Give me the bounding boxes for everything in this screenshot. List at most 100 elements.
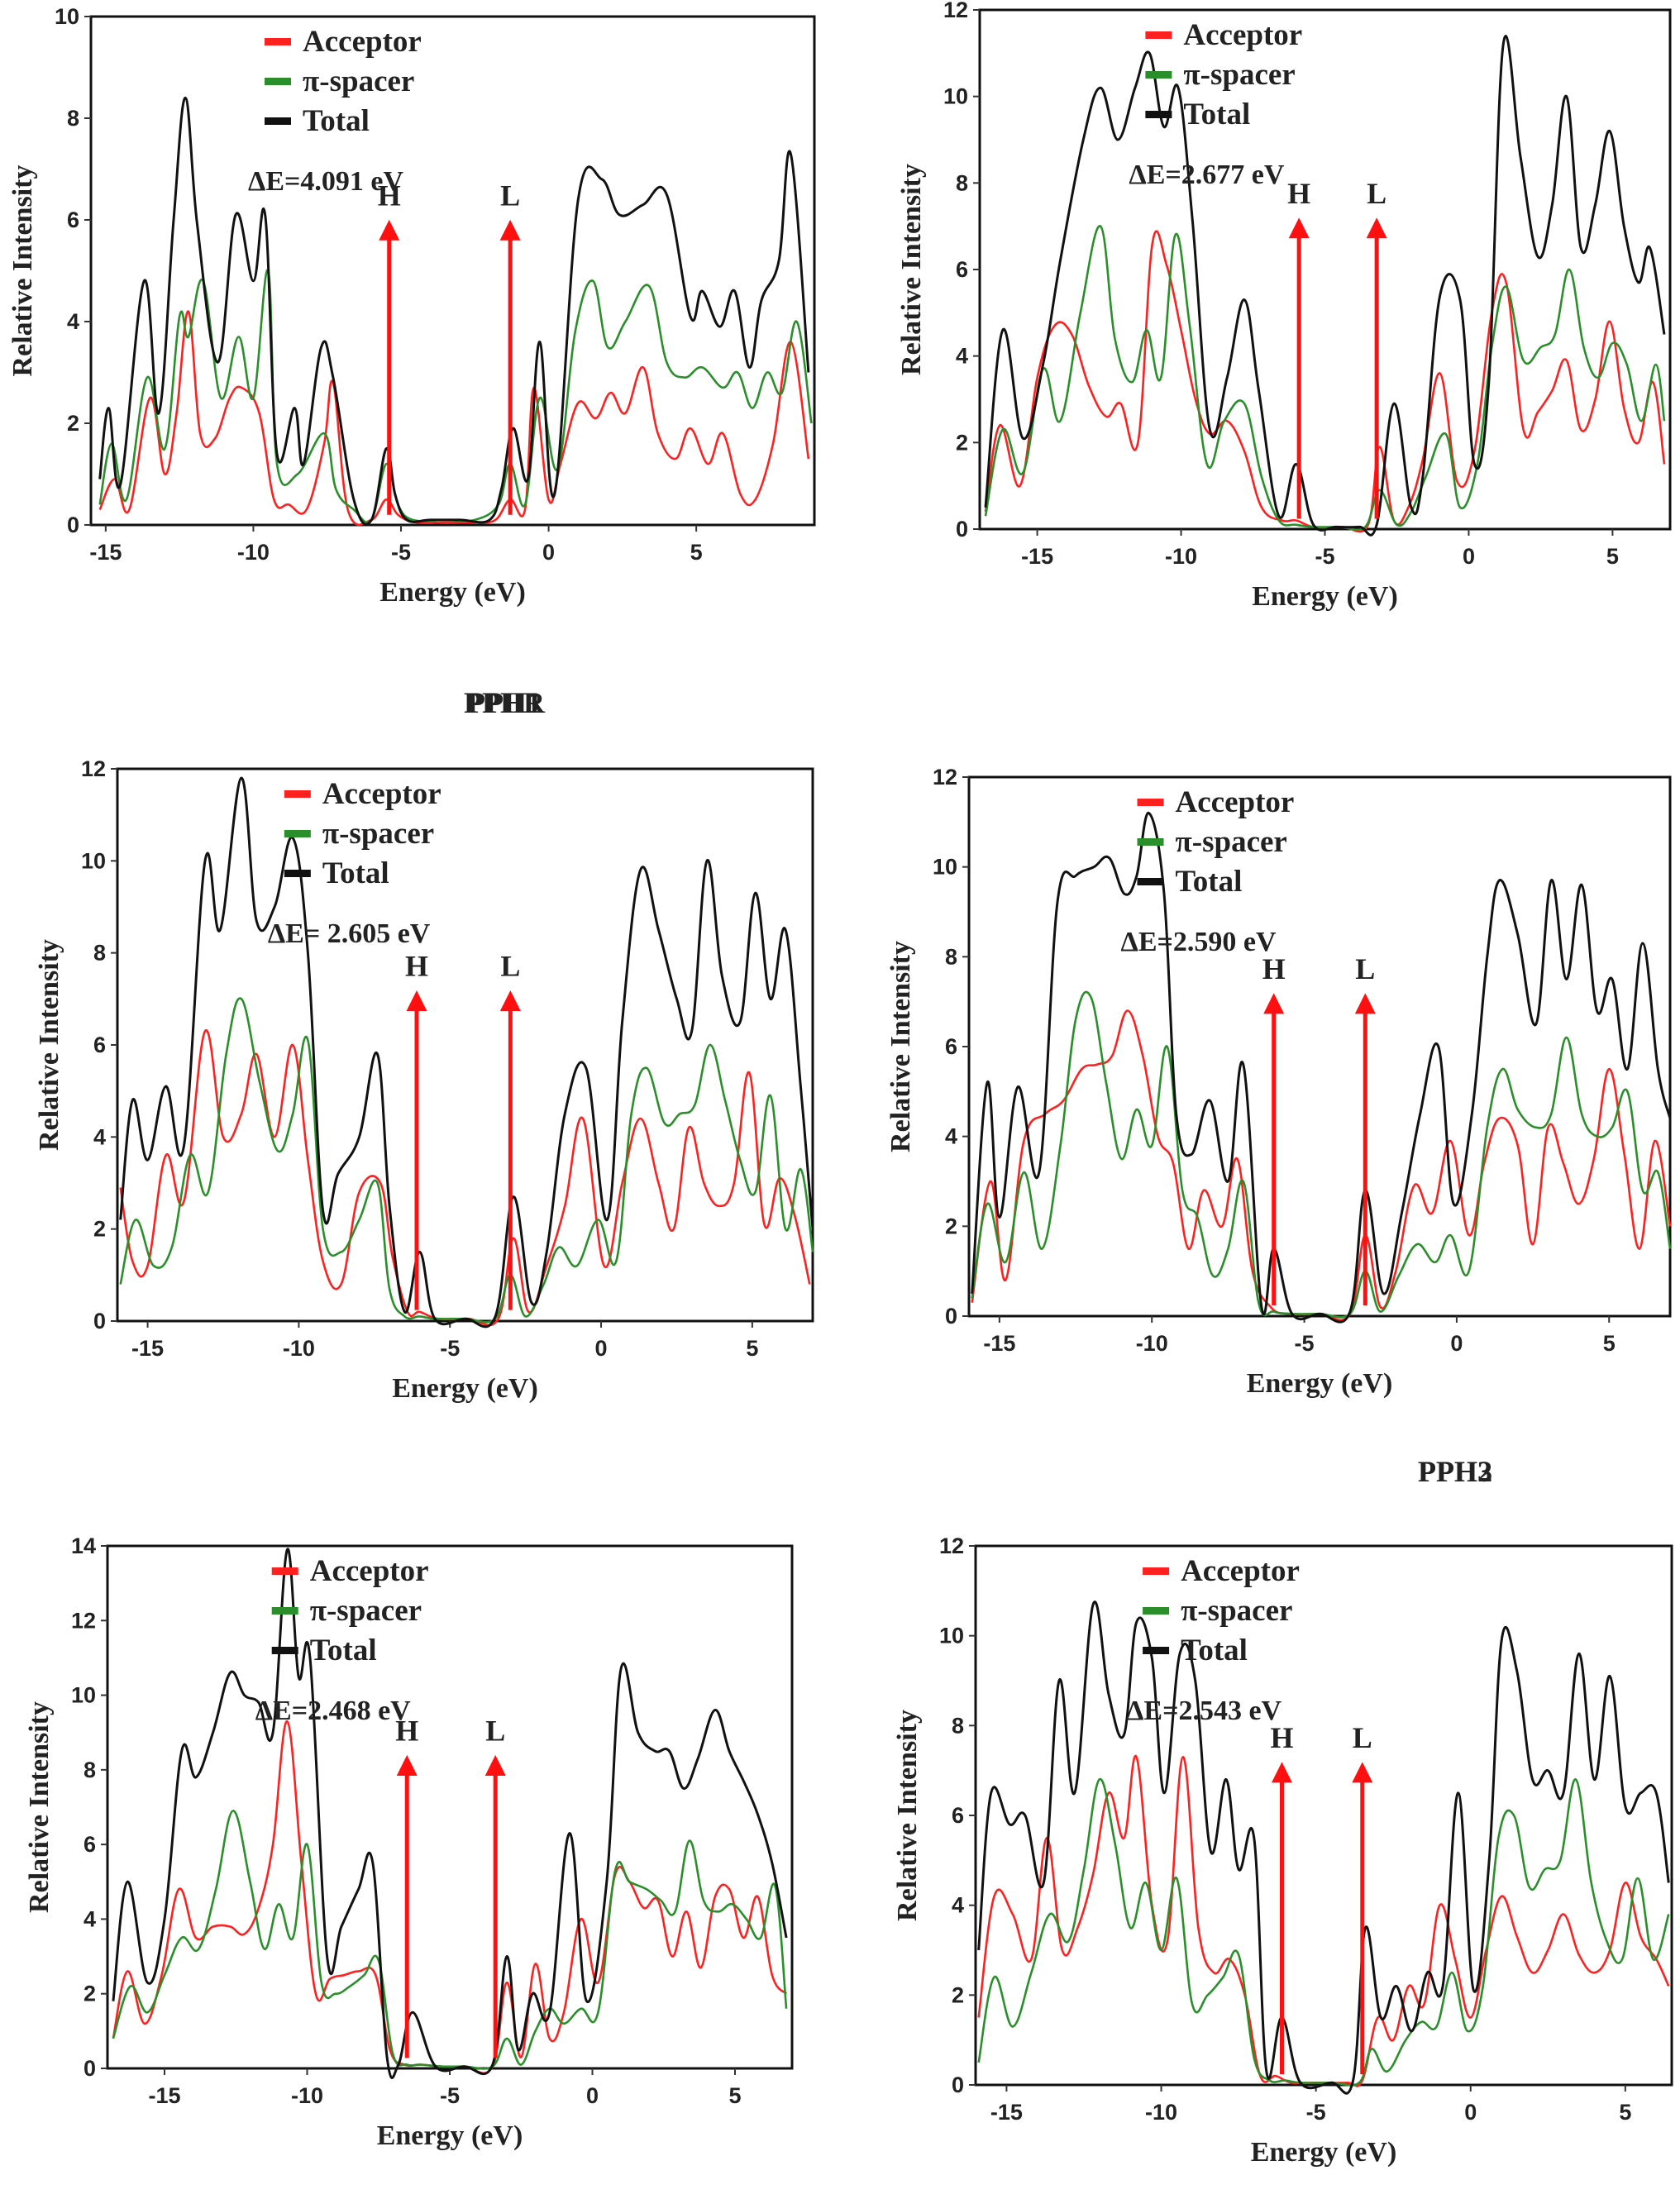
x-axis-label: Energy (eV) [379, 577, 526, 608]
panel-pph1: 0 2 4 6 8 10 12 -15 -10 -5 0 5 Energy (eV) Relative I… [34, 686, 814, 1404]
series-line-total [112, 1548, 788, 2079]
y-axis-label: Relative Intensity [7, 165, 38, 377]
y-tick-label: 10 [943, 84, 968, 109]
x-tick-label: -10 [1145, 2100, 1177, 2125]
y-tick-label: 0 [84, 2056, 96, 2081]
y-tick-label: 14 [71, 1534, 96, 1558]
band-gap-label: ΔE=2.468 eV [255, 1696, 411, 1726]
panel-pph-top-right: 0 2 4 6 8 10 12 -15 -10 -5 0 5 Energy (eV) Relative I… [464, 0, 1672, 719]
homo-label: H [1287, 177, 1310, 210]
legend-swatch [1137, 838, 1164, 846]
panel-pphr-reference: 0 2 4 6 8 10 -15 -10 -5 0 5 Energy (eV) Relative Int… [7, 4, 816, 608]
y-tick-label: 2 [945, 1214, 957, 1238]
lumo-label: L [1367, 177, 1386, 210]
band-gap-label: ΔE= 2.605 eV [268, 918, 431, 949]
panel-pph3: 0 2 4 6 8 10 12 -15 -10 -5 0 5 Energy (eV) Relative I… [892, 1455, 1673, 2168]
legend-swatch [271, 1567, 298, 1575]
y-tick-label: 4 [93, 1124, 106, 1149]
homo-label: H [378, 179, 401, 212]
panel-title: PPH2 [1418, 1455, 1492, 1488]
legend-label: Total [303, 104, 370, 138]
x-tick-label: -15 [983, 1331, 1015, 1356]
legend-label: Total [310, 1634, 377, 1667]
x-tick-label: 0 [1464, 2100, 1477, 2125]
homo-label: H [405, 950, 428, 983]
y-tick-label: 2 [67, 411, 79, 436]
series-line-spacer [112, 1810, 788, 2070]
legend-label: Total [322, 856, 389, 890]
band-gap-label: ΔE=4.091 eV [248, 166, 403, 197]
legend-swatch [1143, 1647, 1170, 1654]
legend-swatch [265, 78, 291, 85]
series-line-total [119, 776, 814, 1328]
legend-label: π-spacer [1181, 1594, 1292, 1628]
y-tick-label: 8 [952, 1713, 964, 1738]
series-line-spacer [971, 990, 1672, 1319]
y-axis-label: Relative Intensity [24, 1701, 55, 1913]
y-tick-label: 12 [933, 765, 957, 789]
x-tick-label: -10 [291, 2083, 323, 2108]
x-tick-label: -10 [283, 1336, 315, 1361]
x-tick-label: 0 [542, 540, 555, 565]
y-tick-label: 10 [933, 855, 957, 880]
x-tick-label: -15 [131, 1336, 164, 1361]
legend-label: Acceptor [303, 25, 422, 59]
legend-label: π-spacer [310, 1594, 422, 1628]
series-line-spacer [119, 997, 814, 1324]
legend-swatch [271, 1647, 298, 1654]
legend-label: Total [1183, 98, 1250, 131]
x-tick-label: 5 [1619, 2100, 1631, 2125]
y-tick-label: 0 [956, 517, 968, 541]
plot-frame [89, 15, 816, 527]
legend-swatch [1137, 799, 1164, 806]
panel-title: PPH3 [1418, 1455, 1492, 1488]
x-axis-label: Energy (eV) [392, 1373, 538, 1404]
y-tick-label: 0 [952, 2073, 964, 2097]
y-tick-label: 2 [84, 1982, 96, 2006]
lumo-label: L [500, 179, 520, 212]
y-tick-label: 0 [67, 513, 79, 537]
series-line-acceptor [984, 230, 1666, 533]
y-tick-label: 8 [945, 944, 957, 969]
y-tick-label: 12 [81, 756, 106, 781]
y-axis-label: Relative Intensity [892, 1710, 923, 1921]
x-tick-label: -15 [148, 2083, 180, 2108]
legend-swatch [271, 1607, 298, 1615]
y-tick-label: 6 [67, 207, 79, 232]
x-tick-label: 5 [728, 2083, 741, 2108]
x-tick-label: -5 [1295, 1331, 1315, 1356]
lumo-label: L [485, 1714, 505, 1747]
legend-swatch [1145, 71, 1172, 79]
y-axis-label: Relative Intensity [896, 164, 927, 375]
y-tick-label: 10 [81, 848, 106, 873]
x-tick-label: -5 [391, 540, 411, 565]
legend-label: Acceptor [322, 777, 441, 811]
homo-label: H [395, 1714, 418, 1747]
y-tick-label: 2 [952, 1982, 964, 2007]
y-tick-label: 8 [84, 1758, 96, 1782]
legend-swatch [284, 790, 311, 798]
x-tick-label: 5 [1606, 544, 1619, 569]
x-tick-label: -5 [440, 1336, 460, 1361]
series-line-spacer [984, 225, 1666, 532]
y-tick-label: 10 [939, 1624, 964, 1648]
y-tick-label: 10 [55, 4, 79, 29]
series-line-spacer [977, 1778, 1670, 2087]
x-tick-label: -10 [1165, 544, 1197, 569]
x-axis-label: Energy (eV) [377, 2120, 523, 2151]
x-tick-label: 0 [1450, 1331, 1463, 1356]
legend-label: Acceptor [1176, 785, 1295, 819]
x-tick-label: -5 [440, 2083, 460, 2108]
y-tick-label: 8 [956, 170, 968, 195]
y-tick-label: 6 [956, 257, 968, 282]
x-tick-label: 5 [1603, 1331, 1616, 1356]
plot-frame [978, 8, 1672, 531]
x-tick-label: -15 [89, 540, 122, 565]
x-tick-label: 0 [595, 1336, 608, 1361]
series-line-acceptor [971, 1009, 1672, 1322]
panel-pph2: 0 2 4 6 8 10 12 -15 -10 -5 0 5 Energy (eV) Relative I… [885, 765, 1672, 1488]
legend-label: Acceptor [310, 1554, 429, 1588]
y-tick-label: 6 [945, 1034, 957, 1059]
legend-swatch [284, 830, 311, 837]
x-tick-label: 5 [746, 1336, 758, 1361]
